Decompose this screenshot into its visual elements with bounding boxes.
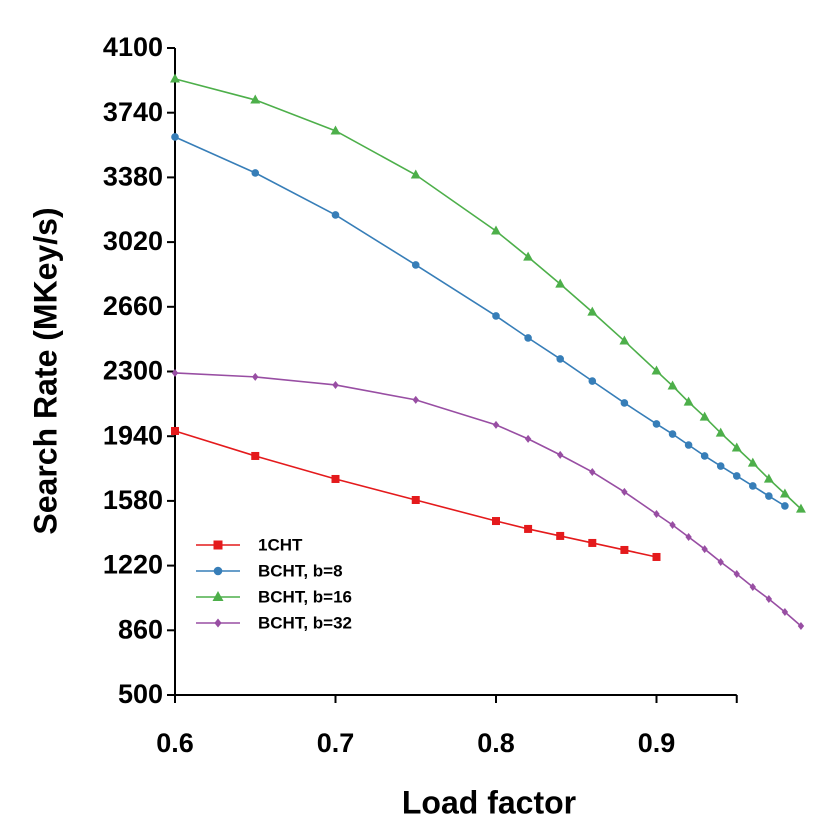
marker [763, 473, 774, 483]
legend-marker [212, 591, 224, 601]
marker [331, 474, 340, 483]
marker [412, 395, 419, 404]
x-axis-label: Load factor [402, 784, 576, 820]
marker [557, 450, 564, 459]
marker [733, 570, 740, 579]
marker [330, 125, 341, 135]
marker [524, 334, 532, 342]
marker [492, 312, 500, 320]
marker [732, 472, 741, 480]
legend-label: BCHT, b=16 [258, 587, 352, 606]
marker [749, 482, 757, 490]
marker [620, 545, 629, 554]
marker [797, 621, 805, 630]
marker [587, 306, 598, 316]
marker [684, 441, 693, 449]
marker [653, 510, 660, 519]
legend-marker [213, 566, 223, 576]
marker [699, 411, 710, 421]
marker [701, 545, 708, 554]
marker [523, 251, 534, 261]
series-line [174, 136, 786, 507]
y-tick-label: 3740 [103, 97, 163, 127]
marker [765, 492, 773, 500]
marker [620, 399, 629, 407]
marker [556, 355, 564, 363]
y-tick-label: 2300 [103, 356, 163, 386]
marker [700, 452, 709, 460]
marker [669, 520, 676, 529]
marker [491, 225, 501, 235]
marker [796, 503, 806, 513]
marker [731, 442, 742, 452]
marker [651, 365, 662, 375]
marker [715, 427, 726, 437]
marker [619, 335, 630, 345]
series-line [174, 430, 657, 558]
marker [589, 467, 596, 476]
series-line [174, 78, 802, 510]
marker [556, 531, 565, 540]
marker [667, 380, 678, 390]
marker [652, 420, 661, 428]
marker [250, 94, 261, 104]
marker [251, 169, 260, 177]
legend-label: 1CHT [258, 535, 303, 554]
marker [251, 451, 260, 460]
marker [555, 278, 566, 288]
y-tick-label: 500 [118, 679, 163, 709]
marker [652, 552, 661, 561]
x-tick-label: 0.7 [317, 728, 355, 758]
marker [332, 380, 339, 389]
marker [331, 211, 340, 219]
y-tick-label: 1940 [103, 420, 163, 450]
y-tick-label: 1220 [103, 550, 163, 580]
legend-label: BCHT, b=8 [258, 561, 343, 580]
marker [170, 73, 180, 83]
marker [781, 607, 789, 616]
marker [588, 538, 597, 547]
marker [171, 426, 179, 435]
y-tick-label: 2660 [103, 291, 163, 321]
y-tick-label: 860 [118, 614, 163, 644]
marker [779, 488, 790, 498]
marker [411, 261, 420, 269]
marker [492, 420, 500, 429]
x-tick-label: 0.6 [156, 728, 194, 758]
marker [716, 462, 725, 470]
legend-label: BCHT, b=32 [258, 613, 352, 632]
marker [171, 368, 179, 377]
legend-marker [213, 540, 223, 550]
marker [524, 434, 532, 443]
y-tick-label: 3020 [103, 226, 163, 256]
marker [747, 457, 758, 467]
legend-marker [214, 618, 222, 628]
marker [749, 582, 756, 591]
marker [765, 595, 773, 604]
marker [668, 430, 677, 438]
marker [683, 396, 694, 406]
marker [685, 533, 692, 542]
marker [171, 133, 179, 141]
y-tick-label: 4100 [103, 32, 163, 62]
marker [410, 169, 421, 179]
marker [717, 558, 724, 567]
y-tick-label: 1580 [103, 485, 163, 515]
x-tick-label: 0.8 [477, 728, 515, 758]
marker [781, 502, 789, 510]
marker [621, 487, 628, 496]
marker [524, 524, 533, 533]
marker [252, 372, 259, 381]
x-tick-label: 0.9 [638, 728, 676, 758]
y-tick-label: 3380 [103, 162, 163, 192]
marker [588, 377, 597, 385]
marker [411, 496, 420, 505]
marker [492, 517, 500, 526]
y-axis-label: Search Rate (MKey/s) [27, 207, 63, 534]
